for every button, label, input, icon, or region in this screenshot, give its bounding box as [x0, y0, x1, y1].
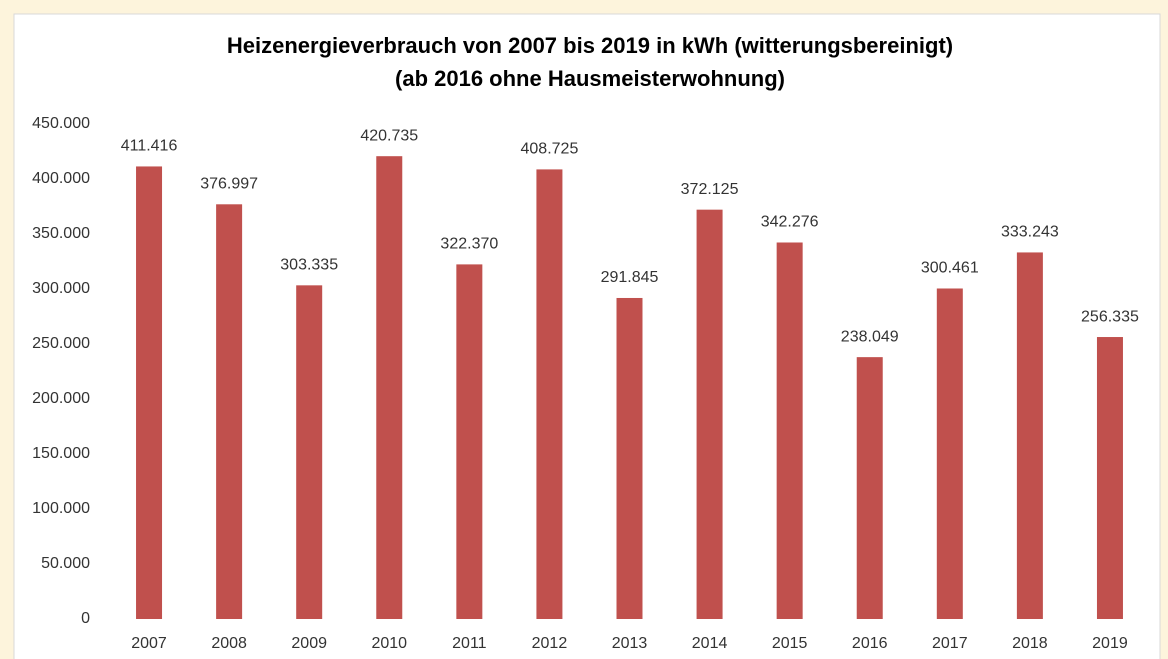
bar: [136, 166, 163, 620]
x-tick-label: 2019: [1092, 635, 1128, 652]
value-label: 333.243: [1001, 224, 1059, 241]
bar: [536, 169, 563, 619]
value-label: 238.049: [841, 328, 899, 345]
bar: [1016, 252, 1043, 620]
x-tick-label: 2011: [452, 635, 487, 652]
value-label: 420.735: [360, 127, 418, 144]
y-tick-label: 250.000: [32, 335, 90, 352]
x-tick-label: 2016: [852, 635, 888, 652]
bar: [216, 204, 243, 620]
y-tick-label: 300.000: [32, 280, 90, 297]
x-tick-label: 2017: [932, 635, 968, 652]
bar: [776, 242, 803, 619]
bar: [376, 156, 403, 619]
value-label: 303.335: [280, 257, 338, 274]
value-label: 300.461: [921, 260, 979, 277]
value-label: 342.276: [761, 214, 819, 231]
bar: [456, 264, 483, 619]
y-tick-label: 150.000: [32, 445, 90, 462]
y-tick-label: 400.000: [32, 170, 90, 187]
value-label: 291.845: [601, 269, 659, 286]
x-tick-label: 2012: [532, 635, 568, 652]
y-tick-label: 200.000: [32, 390, 90, 407]
value-label: 376.997: [200, 176, 258, 193]
y-tick-label: 50.000: [41, 555, 90, 572]
y-tick-label: 450.000: [32, 115, 90, 132]
y-tick-label: 0: [81, 610, 90, 627]
value-label: 408.725: [521, 141, 579, 158]
value-label: 411.416: [121, 138, 178, 155]
x-tick-label: 2010: [371, 635, 407, 652]
bar: [696, 209, 723, 619]
value-label: 256.335: [1081, 308, 1139, 325]
x-tick-label: 2008: [211, 635, 247, 652]
x-tick-label: 2018: [1012, 635, 1048, 652]
y-tick-label: 100.000: [32, 500, 90, 517]
bar: [1096, 337, 1123, 619]
x-tick-label: 2015: [772, 635, 808, 652]
chart-title: Heizenergieverbrauch von 2007 bis 2019 i…: [227, 33, 953, 58]
x-tick-label: 2009: [291, 635, 327, 652]
bar: [296, 285, 323, 619]
chart-subtitle: (ab 2016 ohne Hausmeisterwohnung): [395, 66, 785, 91]
x-tick-label: 2007: [131, 635, 167, 652]
bar: [936, 288, 963, 619]
bar: [616, 297, 643, 619]
x-tick-label: 2014: [692, 635, 728, 652]
chart-area: [13, 13, 1161, 659]
x-tick-label: 2013: [612, 635, 648, 652]
value-label: 372.125: [681, 181, 739, 198]
bar: [856, 357, 883, 619]
value-label: 322.370: [440, 236, 498, 253]
y-tick-label: 350.000: [32, 225, 90, 242]
